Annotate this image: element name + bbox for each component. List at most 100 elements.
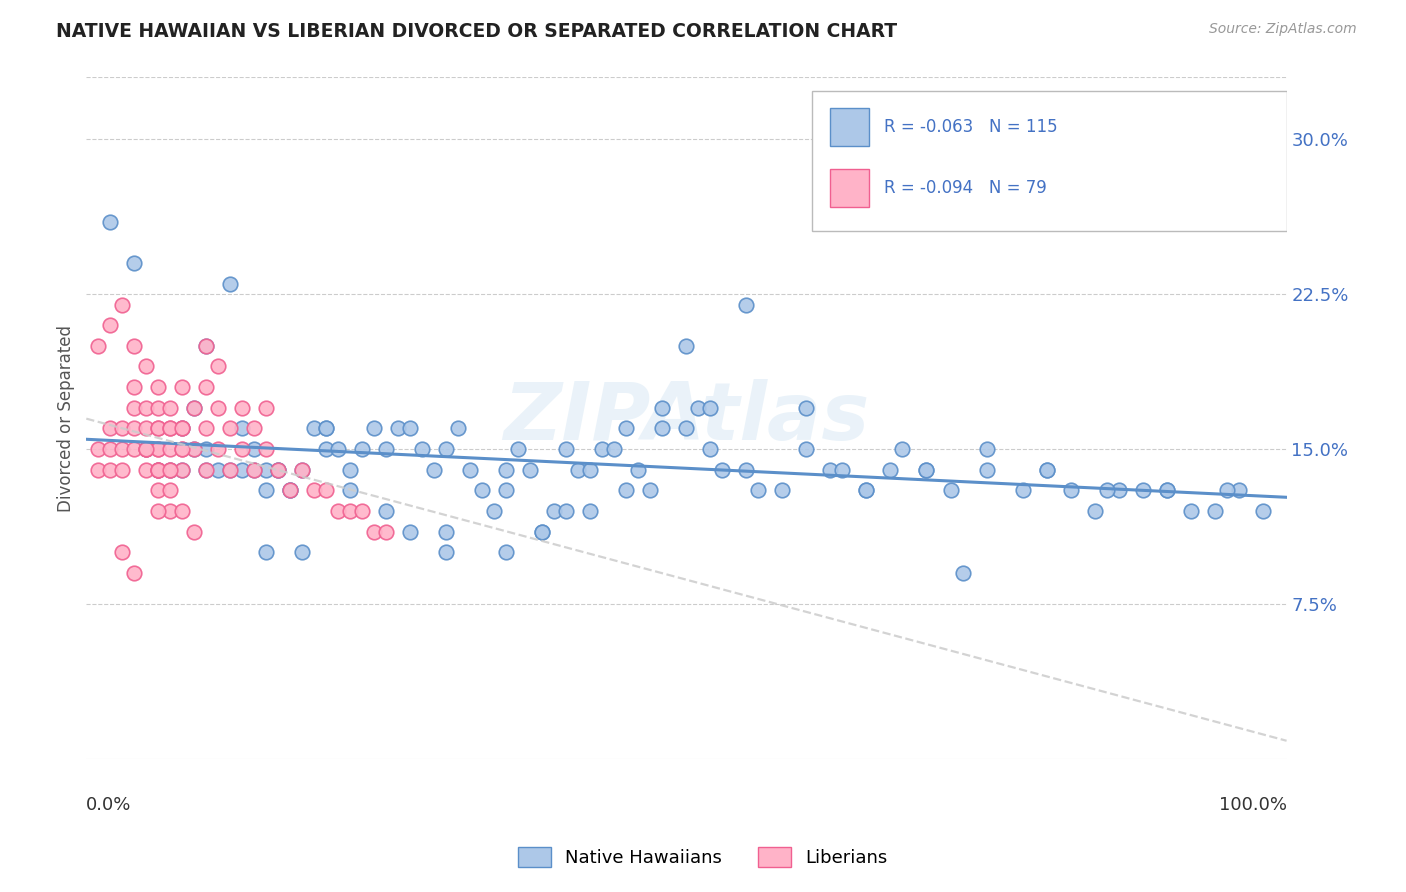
Point [254, 463, 277, 477]
Point [254, 401, 277, 415]
Point [207, 463, 229, 477]
Point [219, 463, 242, 477]
Point [711, 463, 734, 477]
Point [135, 421, 157, 435]
Point [640, 483, 662, 498]
Point [1095, 483, 1118, 498]
Point [375, 442, 398, 456]
Point [243, 421, 266, 435]
Point [796, 442, 818, 456]
Point [820, 463, 842, 477]
Point [172, 421, 194, 435]
Point [603, 442, 626, 456]
Point [304, 483, 326, 498]
Point [699, 401, 721, 415]
Point [254, 483, 277, 498]
Point [135, 463, 157, 477]
Point [254, 545, 277, 559]
Point [915, 463, 938, 477]
Point [651, 401, 673, 415]
Point [471, 483, 494, 498]
Point [484, 504, 506, 518]
Point [172, 442, 194, 456]
Point [375, 504, 398, 518]
Point [339, 504, 361, 518]
Point [363, 421, 385, 435]
Point [555, 442, 578, 456]
Point [447, 421, 470, 435]
Point [159, 463, 181, 477]
Point [148, 421, 170, 435]
Point [291, 463, 314, 477]
FancyBboxPatch shape [813, 91, 1286, 231]
Point [98, 215, 121, 229]
Point [148, 401, 170, 415]
Point [915, 463, 938, 477]
Point [207, 359, 229, 374]
Point [616, 483, 638, 498]
Point [735, 297, 758, 311]
Point [98, 421, 121, 435]
Point [172, 421, 194, 435]
Point [1108, 483, 1130, 498]
Point [543, 504, 565, 518]
Point [495, 483, 517, 498]
Point [195, 380, 218, 394]
Point [148, 463, 170, 477]
Point [1227, 483, 1250, 498]
Point [98, 463, 121, 477]
Point [328, 442, 350, 456]
Point [172, 421, 194, 435]
Point [148, 463, 170, 477]
Point [363, 524, 385, 539]
Point [1156, 483, 1178, 498]
Point [195, 339, 218, 353]
Point [254, 442, 277, 456]
Point [111, 421, 134, 435]
Point [423, 463, 446, 477]
Point [172, 442, 194, 456]
Point [976, 463, 998, 477]
Point [111, 545, 134, 559]
Point [135, 442, 157, 456]
Point [747, 483, 769, 498]
Point [159, 483, 181, 498]
Point [1083, 504, 1105, 518]
Point [627, 463, 650, 477]
Point [183, 442, 205, 456]
Point [172, 504, 194, 518]
Point [135, 359, 157, 374]
Text: R = -0.094   N = 79: R = -0.094 N = 79 [884, 179, 1047, 197]
Point [434, 442, 457, 456]
Point [159, 421, 181, 435]
Point [339, 463, 361, 477]
Point [231, 421, 253, 435]
Point [183, 401, 205, 415]
Point [243, 463, 266, 477]
Point [1204, 504, 1226, 518]
Point [1132, 483, 1154, 498]
Point [135, 442, 157, 456]
Point [148, 380, 170, 394]
Point [124, 566, 146, 580]
Point [111, 463, 134, 477]
Point [855, 483, 877, 498]
Point [243, 442, 266, 456]
Point [952, 566, 974, 580]
Point [159, 421, 181, 435]
Point [148, 463, 170, 477]
Point [519, 463, 541, 477]
Point [399, 524, 422, 539]
Point [159, 504, 181, 518]
Text: Source: ZipAtlas.com: Source: ZipAtlas.com [1209, 22, 1357, 37]
Text: 100.0%: 100.0% [1219, 797, 1286, 814]
Point [531, 524, 554, 539]
Point [243, 463, 266, 477]
Point [124, 442, 146, 456]
Point [1180, 504, 1202, 518]
Point [735, 463, 758, 477]
Point [495, 545, 517, 559]
Point [315, 421, 337, 435]
Point [98, 318, 121, 333]
Point [315, 421, 337, 435]
